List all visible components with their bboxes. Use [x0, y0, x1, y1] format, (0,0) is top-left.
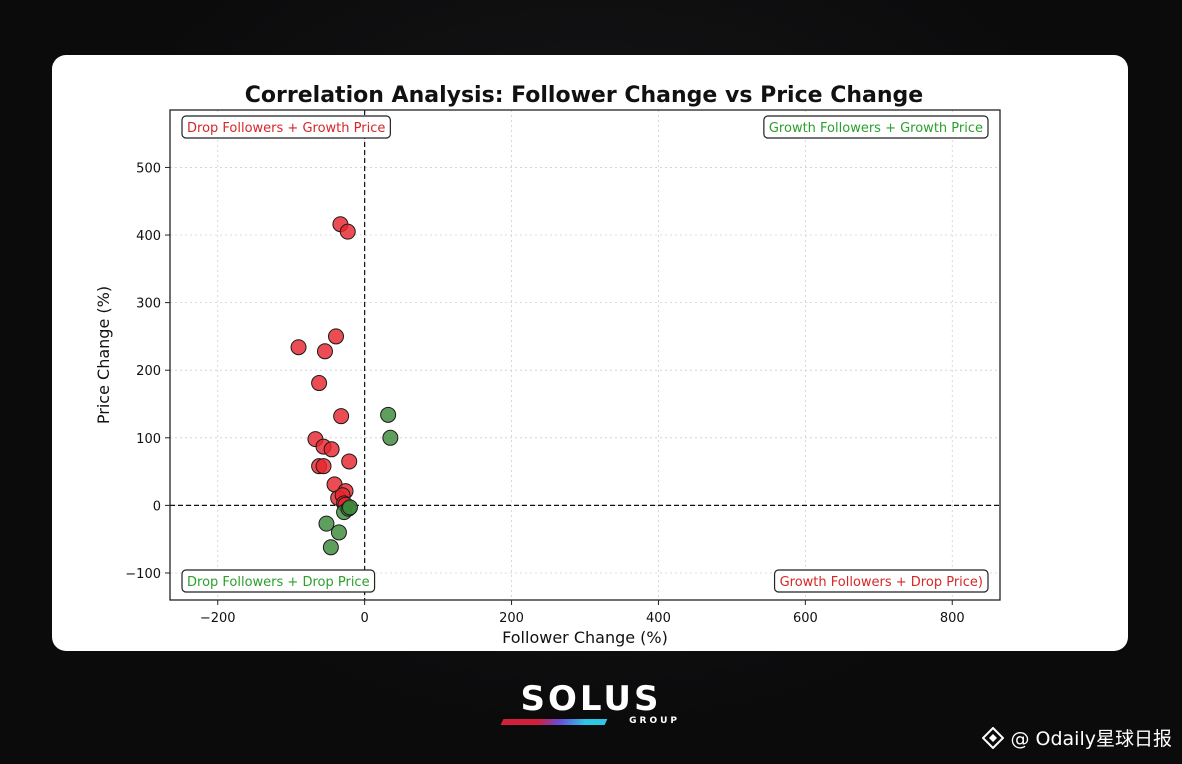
point-red [341, 453, 358, 470]
x-tick-label: −200 [200, 611, 236, 626]
x-tick-label: 800 [940, 611, 965, 626]
y-tick-label: 100 [136, 432, 161, 447]
quadrant-label-box [773, 569, 989, 593]
point-green [341, 499, 358, 516]
point-red [290, 339, 307, 356]
y-tick-label: 200 [136, 364, 161, 379]
y-tick-label: 0 [153, 499, 161, 514]
y-axis-ticks: −100 0 100 200 300 400 500 [125, 161, 170, 582]
quadrant-label-text: Drop Followers + Growth Price [187, 121, 385, 136]
x-tick-label: 400 [646, 611, 671, 626]
x-tick-label: 600 [793, 611, 818, 626]
point-green [330, 524, 347, 541]
plot-frame [169, 109, 1001, 601]
y-tick-label: 400 [136, 229, 161, 244]
point-red [311, 375, 328, 392]
quadrant-label-box [181, 569, 376, 593]
point-red [328, 328, 344, 345]
x-axis-label: Follower Change (%) [502, 628, 668, 647]
watermark: @ Odaily星球日报 [982, 724, 1172, 751]
quadrant-label-box [181, 115, 391, 139]
odaily-diamond-icon [982, 726, 1005, 749]
point-red [315, 458, 332, 475]
y-tick-label: 300 [136, 297, 161, 312]
point-green [322, 539, 339, 556]
chart-card: Correlation Analysis: Follower Change vs… [52, 55, 1128, 651]
quadrant-label-top-left: Drop Followers + Growth Price [181, 115, 391, 139]
point-red [323, 441, 340, 458]
y-tick-label: 500 [136, 161, 161, 176]
quadrant-label-bottom-left: Drop Followers + Drop Price [181, 569, 376, 593]
logo-wordmark: SOLUS [520, 679, 662, 719]
x-axis-ticks: −200 0 200 400 600 800 [200, 600, 965, 626]
point-green [382, 429, 399, 446]
y-tick-label: −100 [125, 567, 161, 582]
solus-group-logo: SOLUS GROUP [500, 682, 682, 728]
grid-lines [170, 110, 1000, 600]
scatter-chart: Correlation Analysis: Follower Change vs… [94, 83, 1001, 647]
watermark-text: @ Odaily星球日报 [1010, 728, 1172, 750]
chart-title: Correlation Analysis: Follower Change vs… [245, 83, 923, 108]
point-green [318, 515, 335, 532]
point-red [333, 408, 350, 425]
logo-stripe [500, 719, 608, 725]
quadrant-label-text: Growth Followers + Drop Price) [780, 575, 983, 590]
quadrant-label-box [763, 115, 989, 139]
point-red [316, 343, 333, 360]
data-points [290, 216, 399, 556]
point-green [380, 406, 397, 423]
point-red [339, 223, 356, 240]
x-tick-label: 0 [361, 611, 369, 626]
quadrant-label-bottom-right: Growth Followers + Drop Price) [773, 569, 989, 593]
x-tick-label: 200 [499, 611, 524, 626]
y-axis-label: Price Change (%) [94, 286, 113, 424]
quadrant-labels: Drop Followers + Growth Price Growth Foll… [181, 115, 989, 593]
quadrant-label-text: Growth Followers + Growth Price [769, 121, 983, 136]
quadrant-label-top-right: Growth Followers + Growth Price [763, 115, 989, 139]
logo-subtitle: GROUP [629, 716, 680, 726]
reference-lines [170, 110, 1000, 600]
quadrant-label-text: Drop Followers + Drop Price [187, 575, 370, 590]
